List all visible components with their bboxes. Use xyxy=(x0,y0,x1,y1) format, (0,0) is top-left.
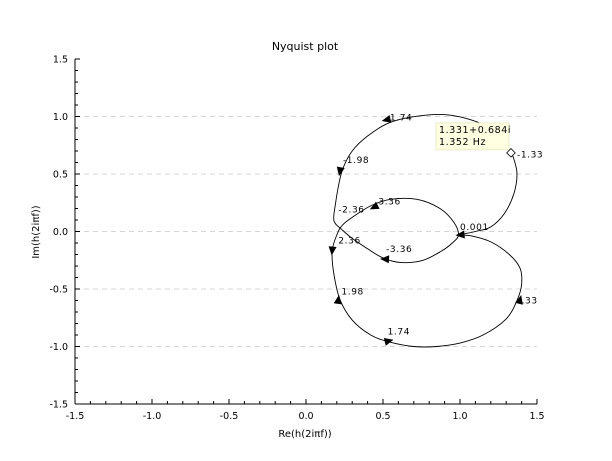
x-tick-label: -0.5 xyxy=(220,411,239,422)
y-tick-label: 1.5 xyxy=(53,55,68,66)
direction-arrow xyxy=(515,295,523,305)
frequency-label: -1.98 xyxy=(343,156,369,166)
x-axis-label: Re(h(2iπf)) xyxy=(278,429,331,440)
gridlines xyxy=(75,116,537,347)
x-tick-label: 1.5 xyxy=(529,411,544,422)
direction-arrow xyxy=(455,230,465,239)
y-axis-label: Im(h(2iπf)) xyxy=(31,205,42,258)
frequency-label: 1.74 xyxy=(388,328,410,338)
y-tick-label: -1.5 xyxy=(49,400,68,411)
frequency-label: 3.36 xyxy=(378,198,400,208)
datatip-marker xyxy=(506,148,516,158)
frequency-labels: -1.74 -1.98 -1.33 3.36 -2.36 0.001 2.36 -3.36 1.… xyxy=(338,114,543,338)
y-tick-label: 1.0 xyxy=(53,112,68,123)
y-tick-label: 0.0 xyxy=(53,227,68,238)
y-tick-label: -1.0 xyxy=(49,342,68,353)
frequency-label: -3.36 xyxy=(386,245,412,255)
direction-arrow xyxy=(381,115,392,123)
frequency-label: -1.33 xyxy=(517,150,543,160)
y-tick-label: -0.5 xyxy=(49,285,68,296)
frequency-label: 0.001 xyxy=(460,223,489,233)
x-tick-label: 0.5 xyxy=(375,411,390,422)
frequency-label: .33 xyxy=(522,297,538,307)
direction-arrow xyxy=(328,246,337,256)
direction-arrow xyxy=(333,294,342,305)
x-tick-label: -1.5 xyxy=(66,411,85,422)
datatip-box xyxy=(435,122,510,151)
direction-arrows xyxy=(328,115,523,346)
direction-arrow xyxy=(369,201,380,210)
datatip-frequency: 1.352 Hz xyxy=(439,137,486,148)
frequency-label: 1.98 xyxy=(341,287,363,297)
frequency-label: -2.36 xyxy=(338,206,364,216)
datatip-value: 1.331+0.684i xyxy=(439,125,511,136)
y-tick-label: 0.5 xyxy=(53,170,68,181)
direction-arrow xyxy=(383,338,394,346)
frequency-label: -1.74 xyxy=(386,114,412,124)
axes: 1.51.00.50.0-0.5-1.0-1.5-1.5 -1.0 -0.5 0.0 0… xyxy=(49,55,544,423)
chart-title: Nyquist plot xyxy=(272,40,339,53)
direction-arrow xyxy=(380,255,390,264)
x-tick-label: -1.0 xyxy=(143,411,162,422)
frequency-label: 2.36 xyxy=(338,237,360,247)
x-tick-label: 1.0 xyxy=(452,411,467,422)
direction-arrow xyxy=(336,166,345,177)
x-tick-label: 0.0 xyxy=(298,411,313,422)
